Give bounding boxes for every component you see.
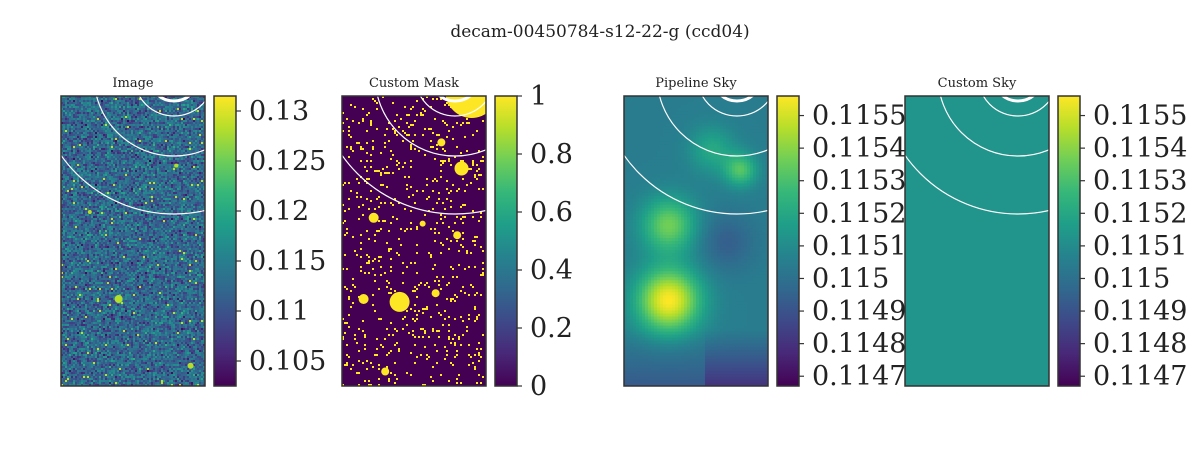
colorbar-gradient [1057,95,1081,387]
colorbar-tick-label: 0.8 [530,139,573,170]
axes-frame [341,95,487,387]
colorbar-tick-label: 0.1149 [1093,296,1187,327]
colorbar: 0 0.2 0.4 0.6 0.8 1 [494,81,573,402]
panel-title: Image [112,76,154,91]
colorbar-tick-label: 1 [530,81,547,112]
panel-title: Custom Mask [369,76,459,91]
colorbar-tick-label: 0 [530,371,547,402]
colorbar-tick-label: 0.1149 [812,296,906,327]
colorbar-tick-label: 0.1155 [812,101,906,132]
colorbar-tick-label: 0.1152 [812,198,906,229]
colorbar-tick-label: 0.115 [1093,263,1170,294]
colorbar: 0.11470.11480.11490.1150.11510.11520.115… [776,95,906,392]
colorbar-tick-label: 0.1147 [1093,361,1187,392]
colorbar-gradient [213,95,237,387]
heatmap-image [61,96,205,386]
colorbar-tick-label: 0.1153 [1093,166,1187,197]
colorbar-gradient [776,95,800,387]
overlay-circles [624,96,768,215]
colorbar-tick-label: 0.1151 [1093,231,1187,262]
heatmap-image [342,96,486,386]
panel-title: Pipeline Sky [655,76,737,91]
axes-frame [623,95,769,387]
heatmap-image [905,96,1049,386]
colorbar-tick-label: 0.115 [249,246,326,277]
colorbar-tick-label: 0.11 [249,296,309,327]
panel-title: Custom Sky [938,76,1017,91]
colorbar-tick-label: 0.1151 [812,231,906,262]
panel-image: Image 0.105 0.11 0.115 0.12 0.125 0.13 [60,76,326,387]
colorbar-tick-label: 0.125 [249,146,326,177]
colorbar-tick-label: 0.115 [812,263,889,294]
colorbar: 0.105 0.11 0.115 0.12 0.125 0.13 [213,95,326,387]
colorbar-tick-label: 0.1148 [812,329,906,360]
colorbar: 0.11470.11480.11490.1150.11510.11520.115… [1057,95,1187,392]
colorbar-tick-label: 0.1154 [1093,133,1187,164]
colorbar-tick-label: 0.2 [530,313,573,344]
panels: Image 0.105 0.11 0.115 0.12 0.125 0.13 Custom M… [60,76,1187,402]
colorbar-tick-label: 0.13 [249,96,309,127]
colorbar-tick-label: 0.1153 [812,166,906,197]
heatmap-image [624,96,768,386]
panel-pipeline-sky: Pipeline Sky0.11470.11480.11490.1150.115… [623,76,906,392]
colorbar-tick-label: 0.1152 [1093,198,1187,229]
colorbar-tick-label: 0.1147 [812,361,906,392]
axes-frame [60,95,206,387]
overlay-circles [342,96,486,215]
colorbar-tick-label: 0.105 [249,346,326,377]
colorbar-tick-label: 0.1155 [1093,101,1187,132]
overlay-circles [905,96,1049,215]
figure-suptitle: decam-00450784-s12-22-g (ccd04) [450,22,749,42]
colorbar-tick-label: 0.6 [530,197,573,228]
axes-frame [904,95,1050,387]
overlay-circles [61,96,205,215]
colorbar-tick-label: 0.1148 [1093,329,1187,360]
colorbar-tick-label: 0.12 [249,196,309,227]
panel-custom-sky: Custom Sky0.11470.11480.11490.1150.11510… [904,76,1187,392]
colorbar-tick-label: 0.4 [530,255,573,286]
colorbar-tick-label: 0.1154 [812,133,906,164]
colorbar-gradient [494,95,518,387]
panel-custom-mask: Custom Mask 0 0.2 0.4 0.6 0.8 1 [341,76,573,402]
